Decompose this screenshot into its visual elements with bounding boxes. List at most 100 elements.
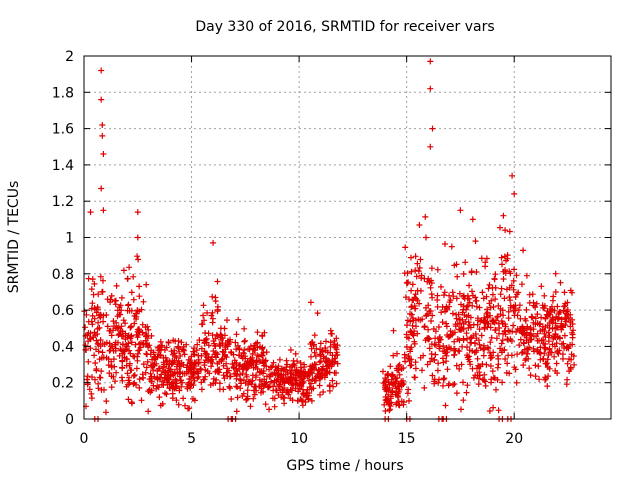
- data-point: [113, 369, 120, 376]
- data-point: [404, 322, 410, 329]
- data-point: [188, 381, 195, 387]
- data-point: [226, 383, 233, 390]
- data-point: [116, 331, 123, 337]
- data-point: [207, 382, 214, 388]
- data-point: [194, 341, 201, 348]
- data-point: [408, 356, 415, 363]
- data-point: [195, 352, 202, 359]
- data-point: [90, 291, 97, 298]
- data-point: [467, 324, 474, 331]
- data-point: [553, 340, 560, 347]
- data-point: [564, 343, 571, 350]
- data-point: [142, 369, 149, 376]
- data-point: [498, 340, 505, 347]
- data-point: [228, 396, 235, 402]
- data-point: [254, 329, 261, 336]
- data-point: [181, 351, 188, 358]
- data-point: [92, 376, 98, 383]
- data-point: [463, 303, 470, 310]
- data-point: [417, 317, 424, 324]
- data-point: [170, 337, 177, 344]
- data-point: [171, 347, 178, 354]
- data-point: [88, 305, 95, 312]
- data-point: [398, 382, 405, 389]
- data-point: [193, 369, 200, 375]
- data-point: [495, 407, 502, 414]
- data-point: [569, 316, 576, 323]
- data-point: [501, 295, 508, 302]
- data-point: [413, 323, 419, 330]
- data-point: [393, 365, 400, 372]
- data-point: [429, 372, 436, 379]
- data-point: [532, 373, 539, 380]
- data-point: [560, 340, 567, 347]
- data-point: [412, 267, 419, 274]
- data-point: [126, 362, 133, 369]
- data-point: [424, 335, 431, 342]
- data-point: [120, 348, 127, 355]
- data-point: [465, 302, 472, 309]
- data-point: [286, 389, 293, 395]
- data-point: [190, 364, 197, 371]
- data-point: [220, 372, 227, 379]
- data-point: [148, 375, 155, 382]
- data-point: [266, 366, 272, 373]
- data-point: [510, 322, 517, 329]
- data-point: [98, 368, 105, 375]
- data-point: [294, 397, 301, 404]
- data-point: [307, 299, 314, 306]
- data-point: [492, 296, 499, 303]
- data-point: [545, 352, 552, 358]
- data-point: [499, 261, 505, 268]
- data-point: [91, 352, 98, 359]
- data-point: [177, 377, 184, 384]
- data-point: [562, 322, 569, 328]
- data-point: [474, 321, 481, 328]
- data-point: [267, 373, 274, 379]
- data-point: [493, 335, 500, 342]
- data-point: [394, 383, 401, 390]
- data-point: [334, 351, 341, 358]
- data-point: [470, 374, 477, 381]
- data-point: [475, 375, 482, 382]
- data-point: [178, 383, 185, 390]
- data-point: [513, 291, 520, 298]
- data-point: [493, 386, 499, 393]
- data-point: [193, 347, 200, 354]
- data-point: [489, 368, 496, 375]
- data-point: [419, 367, 425, 374]
- data-point: [439, 355, 446, 362]
- data-point: [329, 359, 336, 366]
- data-point: [259, 352, 266, 359]
- data-point: [292, 377, 299, 384]
- data-point: [478, 255, 485, 262]
- data-point: [425, 302, 432, 309]
- data-point: [494, 313, 501, 320]
- data-point: [210, 338, 217, 344]
- data-point: [442, 308, 449, 315]
- data-point: [125, 301, 132, 308]
- data-point: [453, 295, 460, 302]
- data-point: [119, 341, 126, 348]
- data-point: [300, 390, 307, 396]
- data-point: [465, 319, 472, 326]
- data-point: [396, 386, 403, 393]
- data-point: [408, 304, 415, 311]
- data-point: [128, 339, 135, 346]
- data-point: [250, 395, 257, 402]
- data-point: [173, 397, 180, 404]
- data-point: [108, 358, 115, 365]
- data-point: [258, 389, 264, 396]
- data-point: [435, 360, 442, 367]
- data-point: [387, 393, 394, 400]
- data-point: [522, 315, 529, 322]
- data-point: [251, 391, 258, 398]
- data-point: [517, 336, 524, 343]
- data-point: [242, 337, 248, 344]
- data-point: [561, 332, 568, 339]
- data-point: [101, 386, 107, 393]
- data-point: [537, 320, 544, 327]
- data-point: [99, 349, 106, 356]
- data-point: [212, 368, 219, 375]
- data-point: [276, 356, 283, 363]
